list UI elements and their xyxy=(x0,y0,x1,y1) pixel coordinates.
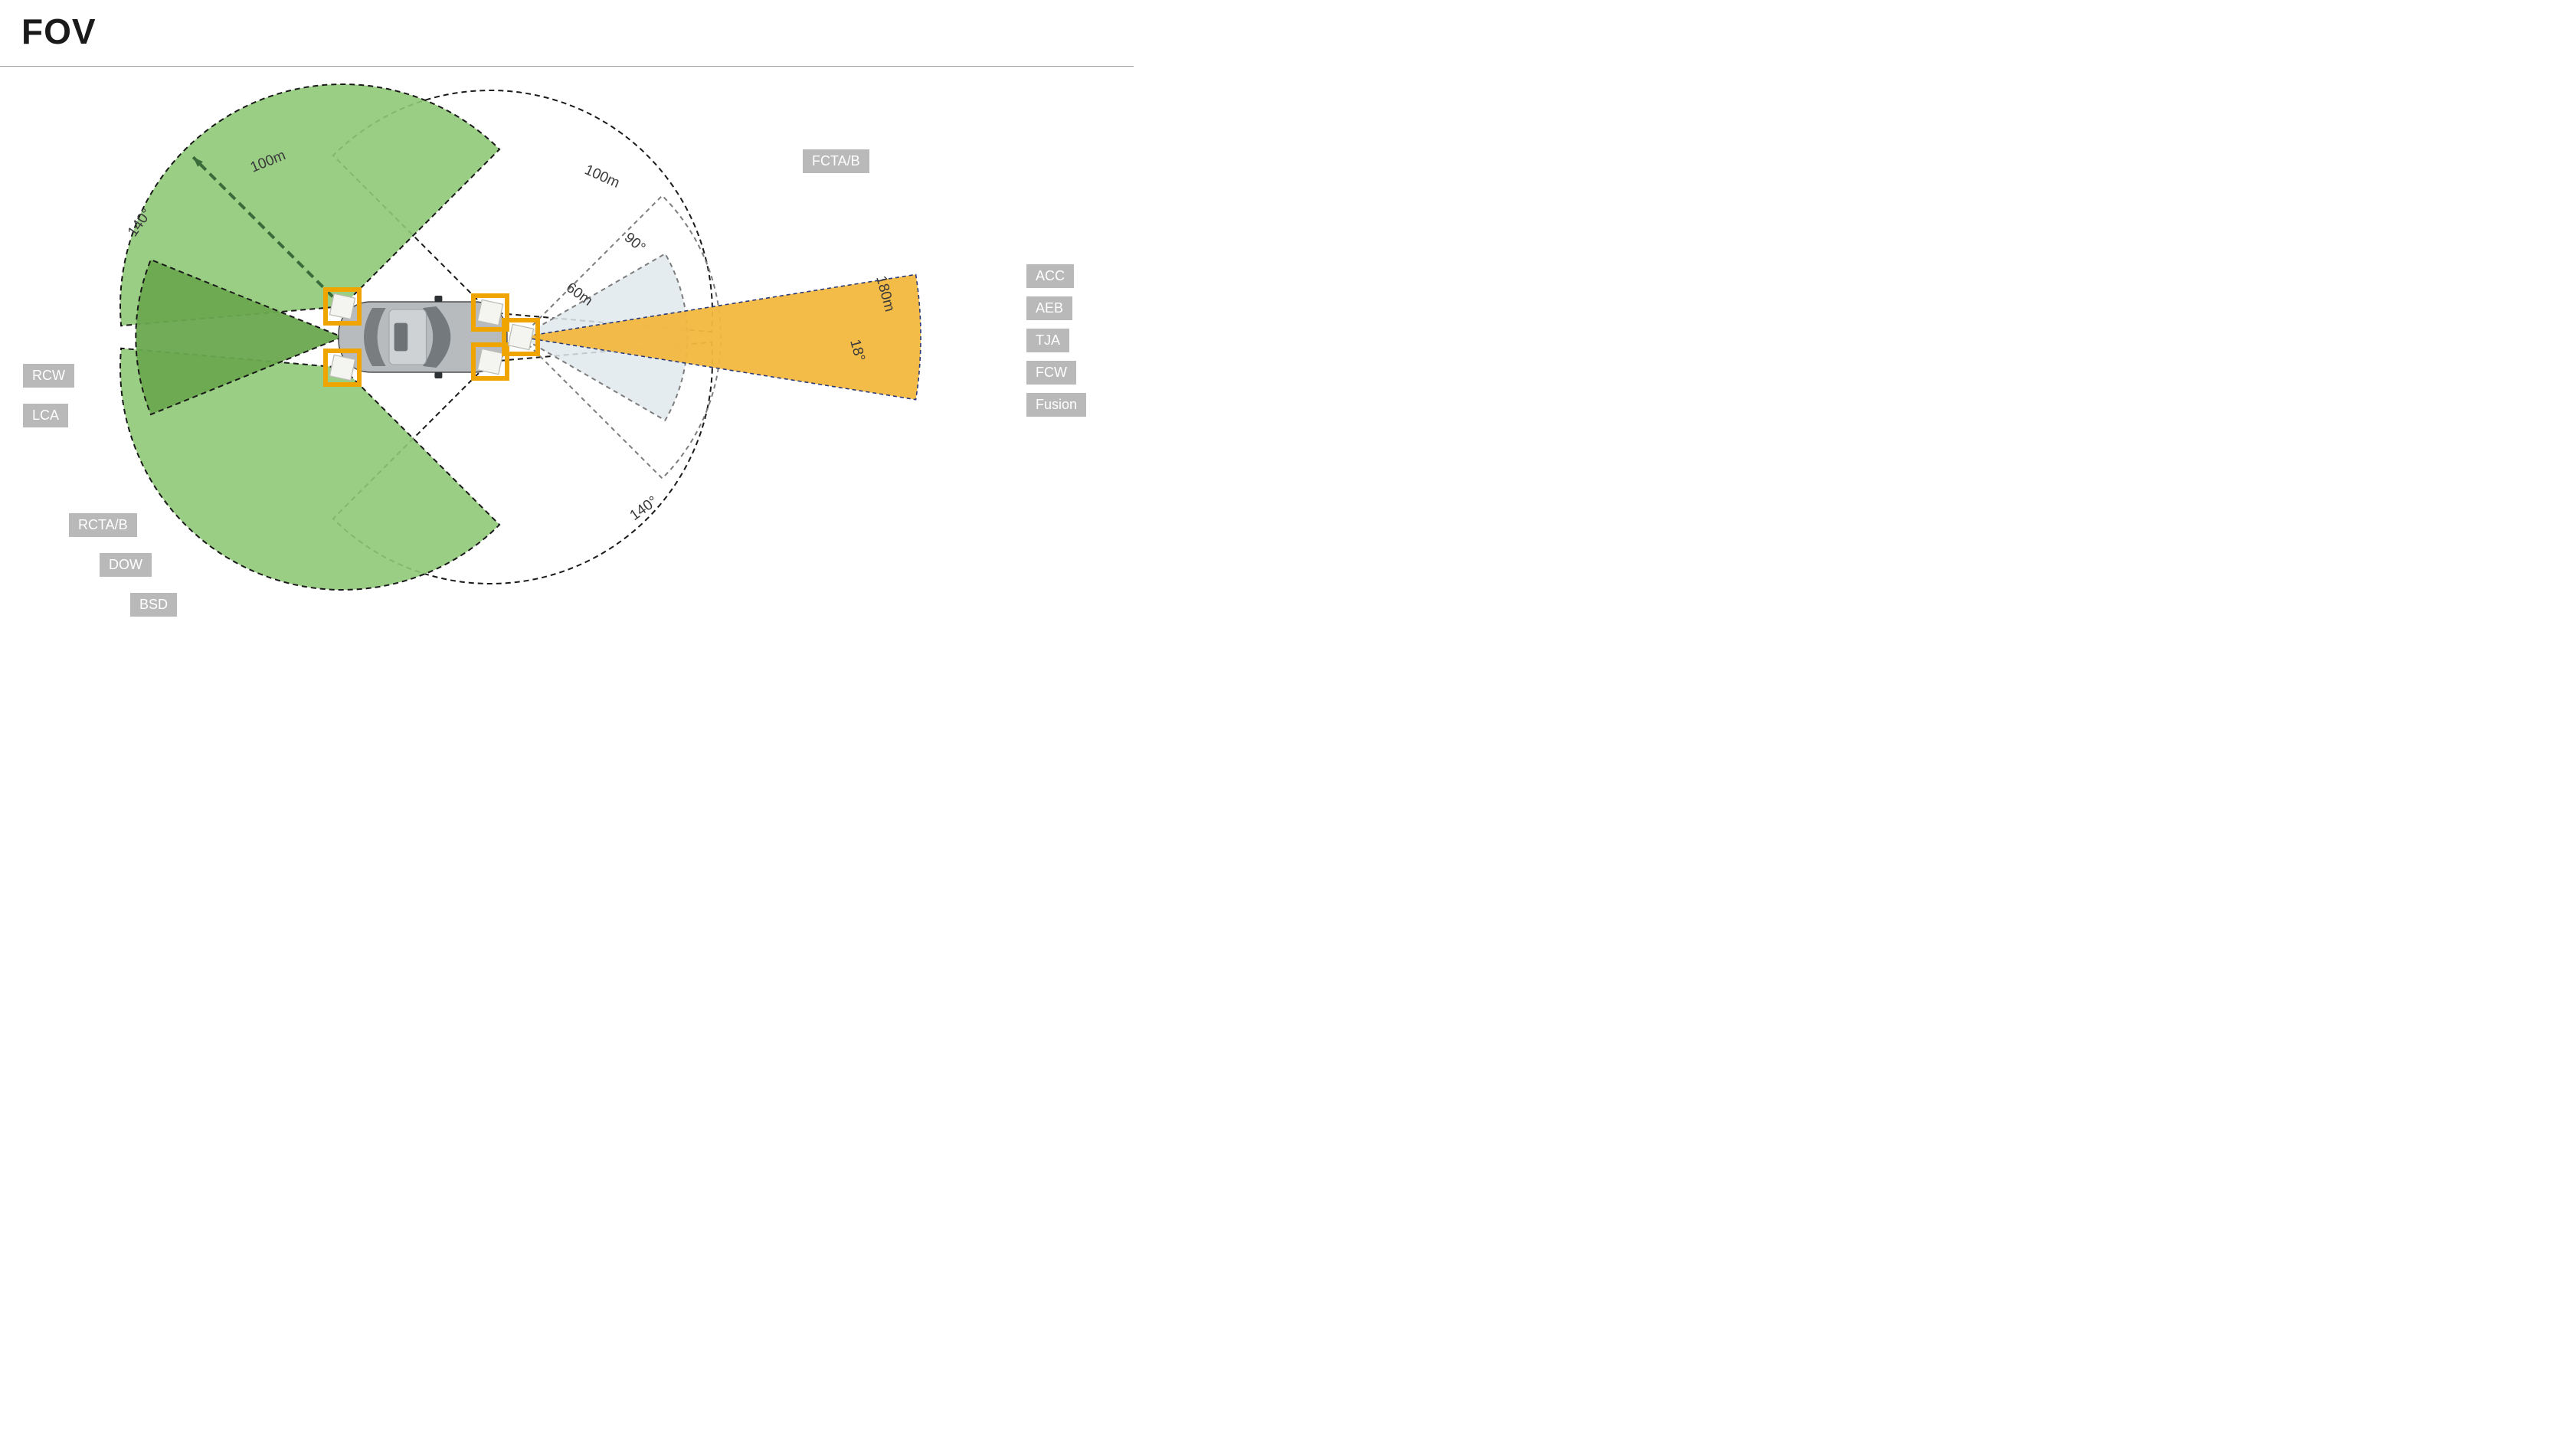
fov-diagram-page: FOV 100m140°100m140°90°60m180m18° RCW LCA… xyxy=(0,0,1134,633)
diagram-stage: 100m140°100m140°90°60m180m18° xyxy=(0,77,1134,628)
feature-tag: BSD xyxy=(130,593,177,617)
feature-tag: FCTA/B xyxy=(803,149,869,173)
feature-tag: LCA xyxy=(23,404,68,427)
title-rule xyxy=(0,66,1134,67)
page-title: FOV xyxy=(21,11,97,52)
feature-tag: ACC xyxy=(1026,264,1074,288)
feature-tag: Fusion xyxy=(1026,393,1086,417)
feature-tag: RCTA/B xyxy=(69,513,137,537)
feature-tag: FCW xyxy=(1026,361,1076,385)
fov-svg: 100m140°100m140°90°60m180m18° xyxy=(0,77,1134,628)
feature-tag: RCW xyxy=(23,364,74,388)
feature-tag: DOW xyxy=(100,553,152,577)
feature-tag: AEB xyxy=(1026,296,1072,320)
feature-tag: TJA xyxy=(1026,329,1069,352)
